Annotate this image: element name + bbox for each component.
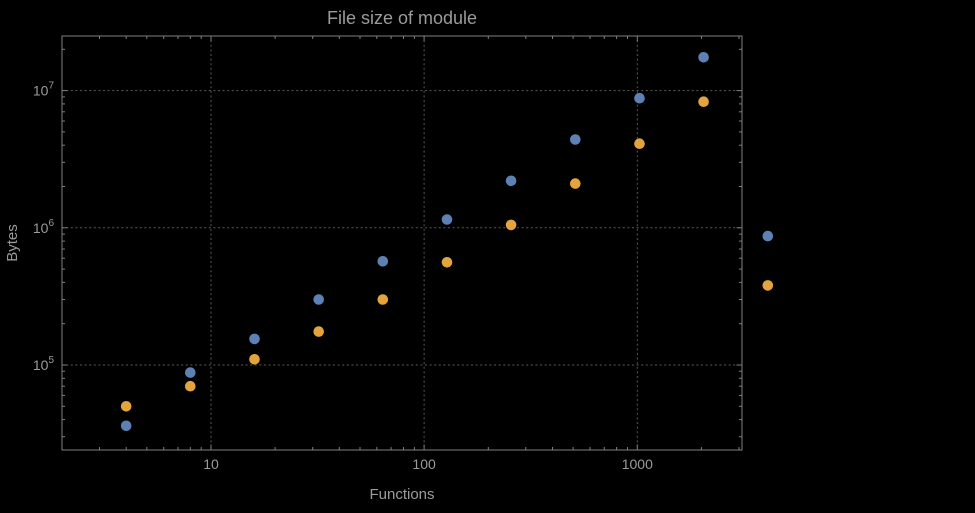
data-point xyxy=(762,230,774,242)
data-point xyxy=(698,52,709,63)
data-point xyxy=(185,380,196,392)
y-tick-label: 106 xyxy=(33,218,55,236)
data-point xyxy=(249,354,260,365)
data-point xyxy=(441,257,453,268)
data-point xyxy=(698,96,709,107)
data-point xyxy=(249,333,260,345)
data-point xyxy=(570,134,581,145)
data-point xyxy=(185,367,196,378)
data-point xyxy=(634,92,645,104)
y-tick-label: 107 xyxy=(33,81,55,99)
data-point xyxy=(313,326,325,337)
data-point xyxy=(634,138,645,149)
x-axis-label: Functions xyxy=(369,486,435,503)
data-point xyxy=(505,175,517,187)
data-point xyxy=(120,401,132,412)
y-axis-label: Bytes xyxy=(4,224,21,262)
x-tick-label: 100 xyxy=(412,456,436,472)
y-tick-label: 105 xyxy=(33,355,55,373)
data-point xyxy=(313,294,325,305)
chart-title: File size of module xyxy=(326,8,478,28)
x-tick-label: 1000 xyxy=(622,456,653,472)
orange-series-points xyxy=(120,96,774,412)
data-point xyxy=(120,420,132,432)
data-point xyxy=(441,214,453,225)
data-point xyxy=(377,255,389,267)
x-tick-label: 10 xyxy=(203,456,219,472)
data-point xyxy=(762,280,774,291)
data-point xyxy=(505,219,517,231)
blue-series-points xyxy=(120,52,774,432)
data-point xyxy=(377,294,389,305)
plot-frame xyxy=(61,35,743,451)
data-point xyxy=(570,178,581,189)
